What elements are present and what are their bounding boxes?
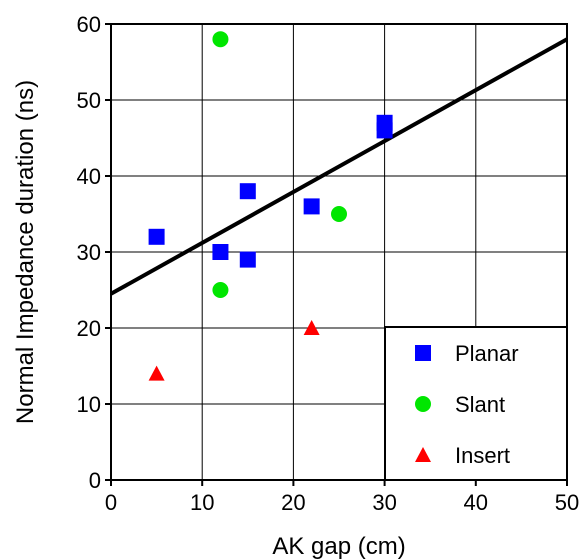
x-tick-label: 10 — [190, 490, 214, 515]
x-tick-label: 40 — [464, 490, 488, 515]
y-tick-label: 60 — [77, 12, 101, 37]
x-axis-title: AK gap (cm) — [272, 533, 405, 560]
legend-label-slant: Slant — [455, 392, 505, 417]
data-point-slant — [212, 31, 229, 48]
x-tick-label: 0 — [105, 490, 117, 515]
data-point-planar — [148, 228, 165, 245]
data-point-planar — [239, 183, 256, 200]
data-point-slant — [212, 282, 229, 298]
y-tick-label: 0 — [89, 468, 101, 493]
y-axis-title: Normal Impedance duration (ns) — [12, 80, 39, 424]
tick-labels: 0 10 20 30 40 50 0 10 20 30 40 50 60 — [77, 12, 580, 515]
legend-marker-slant — [415, 396, 431, 412]
x-tick-label: 30 — [372, 490, 396, 515]
legend-marker-insert — [415, 447, 431, 462]
data-points — [148, 31, 393, 381]
data-point-planar — [376, 122, 393, 139]
x-tick-label: 50 — [555, 490, 579, 515]
legend-label-planar: Planar — [455, 341, 519, 366]
data-point-slant — [331, 206, 347, 222]
y-tick-label: 10 — [77, 392, 101, 417]
data-point-planar — [303, 198, 320, 215]
data-point-insert — [303, 320, 320, 335]
data-point-planar — [239, 251, 256, 268]
x-tick-label: 20 — [281, 490, 305, 515]
legend-marker-planar — [415, 345, 431, 361]
data-point-insert — [148, 365, 165, 381]
fit-line — [110, 37, 568, 296]
y-tick-label: 20 — [77, 316, 101, 341]
y-tick-label: 30 — [77, 240, 101, 265]
data-point-planar — [212, 244, 229, 260]
legend-label-insert: Insert — [455, 443, 510, 468]
y-tick-label: 50 — [77, 88, 101, 113]
y-tick-label: 40 — [77, 164, 101, 189]
legend: Planar Slant Insert — [384, 326, 568, 481]
